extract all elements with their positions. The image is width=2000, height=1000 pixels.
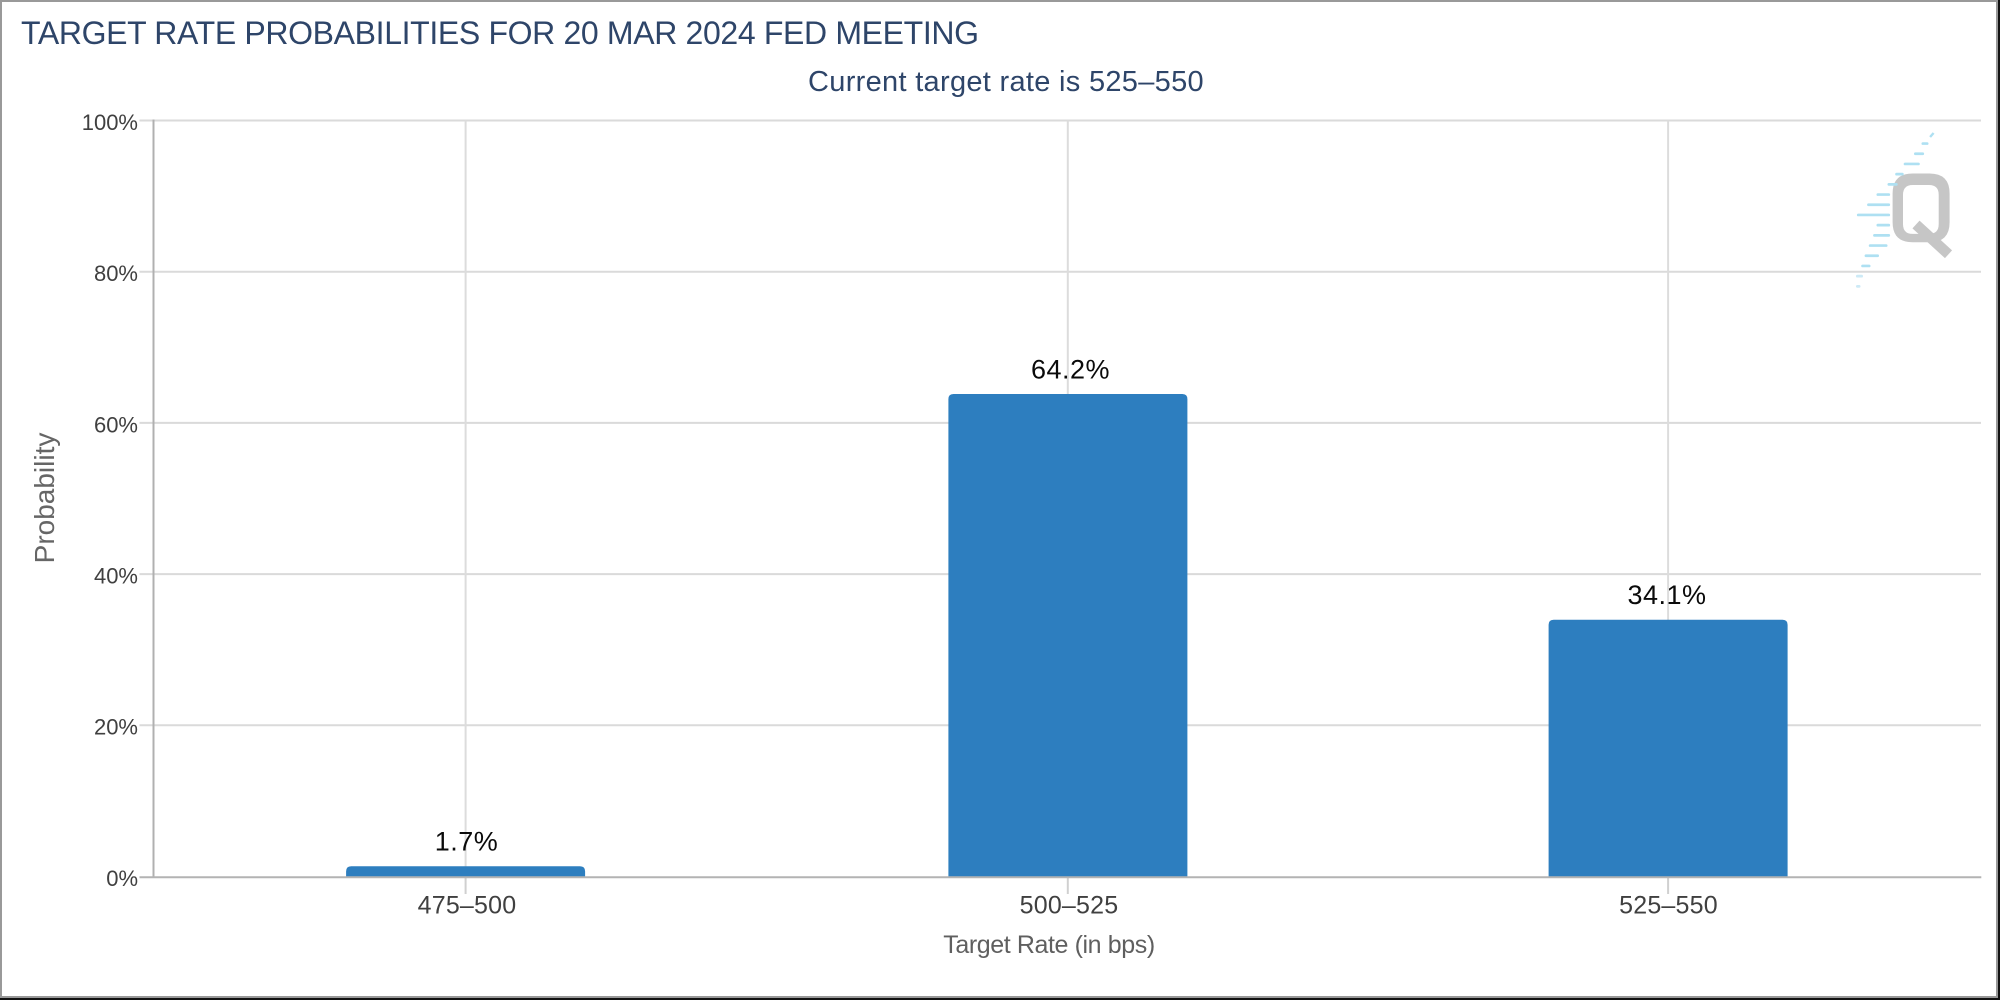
svg-text:TARGET RATE PROBABILITIES FOR: TARGET RATE PROBABILITIES FOR 20 MAR 202…: [21, 15, 979, 51]
svg-text:40%: 40%: [94, 564, 138, 589]
svg-text:20%: 20%: [94, 715, 138, 740]
svg-text:Current target rate is 525–550: Current target rate is 525–550: [808, 66, 1204, 98]
svg-text:525–550: 525–550: [1619, 892, 1718, 920]
svg-text:64.2%: 64.2%: [1031, 354, 1110, 384]
svg-text:475–500: 475–500: [418, 892, 517, 920]
svg-text:0%: 0%: [106, 866, 138, 891]
svg-text:80%: 80%: [94, 261, 138, 286]
svg-text:60%: 60%: [94, 412, 138, 437]
svg-text:Probability: Probability: [29, 433, 60, 564]
svg-text:Target Rate (in bps): Target Rate (in bps): [943, 931, 1155, 959]
svg-text:1.7%: 1.7%: [435, 827, 499, 857]
svg-text:34.1%: 34.1%: [1627, 580, 1706, 610]
svg-text:500–525: 500–525: [1020, 892, 1119, 920]
svg-text:100%: 100%: [82, 110, 138, 135]
